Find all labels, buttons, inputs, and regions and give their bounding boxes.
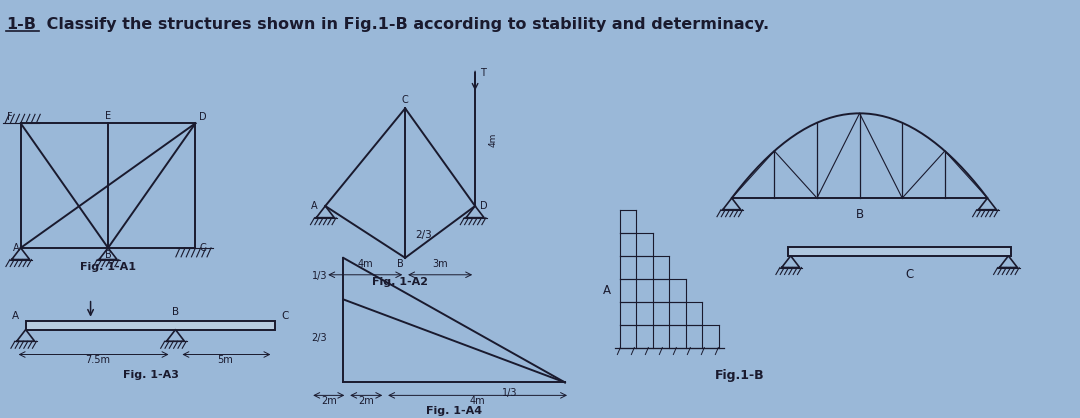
Text: 1/3: 1/3 bbox=[502, 388, 517, 398]
Text: Fig. 1-A1: Fig. 1-A1 bbox=[80, 262, 136, 272]
Text: D: D bbox=[200, 112, 207, 122]
Text: 2/3: 2/3 bbox=[312, 333, 327, 343]
Text: E: E bbox=[105, 111, 111, 121]
Bar bbox=[26, 321, 275, 330]
Text: 5m: 5m bbox=[217, 355, 233, 365]
Text: B: B bbox=[396, 259, 404, 269]
Text: Classify the structures shown in Fig.1-B according to stability and determinacy.: Classify the structures shown in Fig.1-B… bbox=[41, 17, 769, 32]
Text: A: A bbox=[311, 201, 318, 211]
Text: T: T bbox=[481, 69, 486, 79]
Text: A: A bbox=[13, 243, 19, 253]
Text: A: A bbox=[603, 284, 611, 297]
Text: 3m: 3m bbox=[432, 259, 448, 269]
Text: B: B bbox=[105, 250, 111, 260]
Text: 2m: 2m bbox=[359, 396, 374, 406]
Text: Fig. 1-A2: Fig. 1-A2 bbox=[373, 277, 428, 287]
Text: Fig. 1-A3: Fig. 1-A3 bbox=[122, 370, 178, 380]
Text: A: A bbox=[12, 311, 18, 321]
Text: 4m: 4m bbox=[357, 259, 373, 269]
Text: 4m: 4m bbox=[488, 133, 497, 147]
Text: 7.5m: 7.5m bbox=[85, 355, 110, 365]
Text: B: B bbox=[172, 307, 179, 317]
Text: Fig.1-B: Fig.1-B bbox=[715, 370, 765, 382]
Bar bbox=[787, 247, 1011, 256]
Text: Fig. 1-A4: Fig. 1-A4 bbox=[426, 406, 482, 416]
Text: C: C bbox=[200, 243, 206, 253]
Text: F: F bbox=[8, 112, 13, 122]
Text: 1-B: 1-B bbox=[5, 17, 36, 32]
Text: 2m: 2m bbox=[322, 396, 337, 406]
Text: 4m: 4m bbox=[470, 396, 485, 406]
Text: 2/3: 2/3 bbox=[415, 230, 432, 240]
Text: 1/3: 1/3 bbox=[312, 270, 327, 280]
Text: D: D bbox=[481, 201, 488, 211]
Text: B: B bbox=[855, 208, 864, 221]
Text: C: C bbox=[281, 311, 288, 321]
Text: C: C bbox=[402, 95, 408, 105]
Text: C: C bbox=[905, 268, 914, 281]
